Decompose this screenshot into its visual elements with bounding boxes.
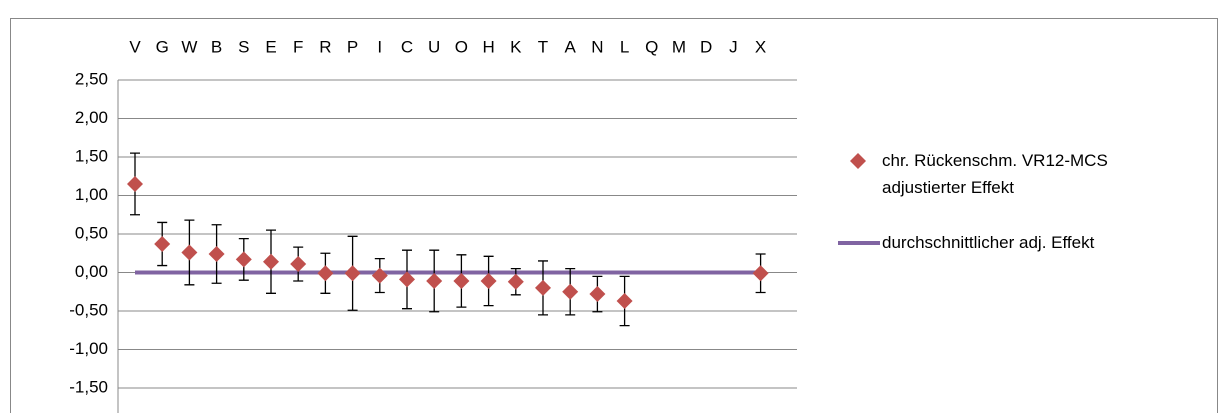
x-tick-label: K [510,37,522,56]
y-tick-label: 0,50 [75,223,108,242]
data-point [317,265,334,282]
data-point [344,265,361,282]
x-tick-label: D [700,37,712,56]
x-tick-label: U [428,37,440,56]
y-tick-label: 1,00 [75,185,108,204]
data-point [507,273,524,290]
x-tick-label: T [538,37,548,56]
data-point [263,253,279,270]
data-point [127,175,143,192]
data-point [453,272,470,289]
data-point [589,286,606,303]
data-point [399,271,415,288]
x-tick-label: J [729,37,738,56]
data-point [371,267,388,284]
x-tick-label: R [319,37,331,56]
x-tick-label: M [672,37,686,56]
data-point [562,283,579,300]
data-point [426,272,443,289]
x-tick-label: V [129,37,141,56]
data-point [535,279,551,296]
x-tick-label: L [620,37,629,56]
x-tick-label: W [181,37,197,56]
y-tick-label: 0,00 [75,262,108,281]
y-tick-label: 2,00 [75,108,108,127]
data-point [290,256,307,273]
data-point [235,251,252,268]
x-tick-label: A [565,37,577,56]
x-tick-label: C [401,37,413,56]
x-tick-label: H [482,37,494,56]
y-tick-label: 2,50 [75,69,108,88]
data-point [181,244,198,261]
y-tick-label: -0,50 [69,300,108,319]
x-tick-label: O [455,37,468,56]
legend-label: durchschnittlicher adj. Effekt [882,233,1095,252]
legend-label: chr. Rückenschm. VR12-MCS adjustierter E… [882,151,1108,197]
data-point [616,292,633,309]
x-tick-label: N [591,37,603,56]
chart-frame [10,18,1218,418]
x-tick-label: P [347,37,358,56]
x-tick-label: E [265,37,276,56]
y-tick-label: 1,50 [75,146,108,165]
x-tick-label: F [293,37,303,56]
x-tick-label: X [755,37,766,56]
x-tick-label: B [211,37,222,56]
data-point [752,265,769,282]
x-tick-label: G [156,37,169,56]
data-point [480,272,497,289]
x-tick-label: Q [645,37,658,56]
legend-marker [850,153,866,169]
data-point [154,236,171,253]
y-tick-label: -1,50 [69,377,108,396]
x-tick-label: I [377,37,382,56]
x-tick-label: S [238,37,249,56]
y-tick-label: -1,00 [69,339,108,358]
data-point [208,246,225,263]
